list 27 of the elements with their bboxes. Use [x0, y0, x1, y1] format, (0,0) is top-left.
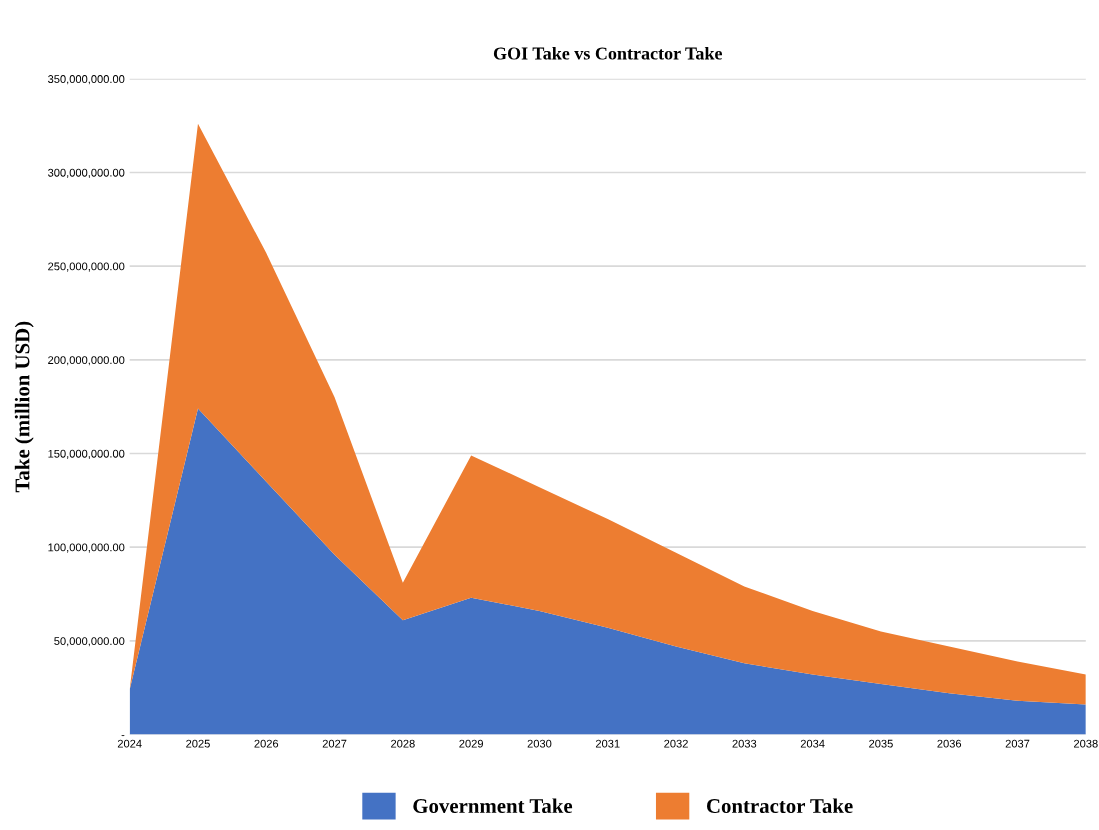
- y-tick-label: 150,000,000.00: [48, 449, 125, 459]
- x-tick-label: 2027: [322, 739, 347, 748]
- x-tick-label: 2035: [869, 739, 893, 748]
- x-tick-label: 2030: [527, 739, 552, 748]
- legend-label: Government Take: [413, 798, 573, 814]
- x-tick-label: 2036: [937, 739, 962, 748]
- y-tick-label: -: [121, 735, 125, 737]
- chart-title: GOI Take vs Contractor Take: [493, 46, 723, 60]
- legend-label: Contractor Take: [706, 798, 853, 814]
- y-tick-label: 250,000,000.00: [48, 262, 125, 272]
- x-tick-label: 2033: [732, 739, 757, 748]
- x-tick-label: 2024: [117, 739, 142, 748]
- y-tick-label: 100,000,000.00: [48, 543, 125, 553]
- x-tick-label: 2029: [459, 739, 483, 748]
- x-tick-label: 2037: [1005, 739, 1030, 748]
- x-tick-label: 2032: [664, 739, 688, 748]
- y-axis-title: Take (million USD): [14, 321, 34, 493]
- y-tick-label: 50,000,000.00: [54, 637, 125, 647]
- x-tick-label: 2034: [800, 739, 825, 748]
- x-tick-label: 2038: [1074, 739, 1098, 748]
- y-tick-label: 350,000,000.00: [48, 75, 125, 85]
- y-tick-label: 200,000,000.00: [48, 356, 125, 366]
- x-tick-label: 2026: [254, 739, 279, 748]
- y-tick-label: 300,000,000.00: [48, 168, 125, 178]
- x-tick-label: 2031: [595, 739, 620, 748]
- x-tick-label: 2025: [186, 739, 210, 748]
- x-tick-label: 2028: [391, 739, 415, 748]
